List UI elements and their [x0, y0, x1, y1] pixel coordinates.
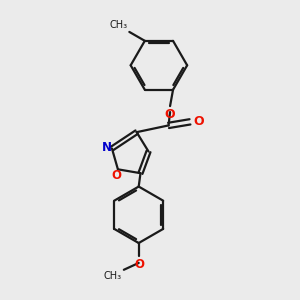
Text: O: O — [111, 169, 122, 182]
Text: O: O — [193, 115, 204, 128]
Text: O: O — [164, 108, 175, 121]
Text: N: N — [102, 141, 112, 154]
Text: CH₃: CH₃ — [103, 271, 122, 281]
Text: CH₃: CH₃ — [110, 20, 128, 30]
Text: O: O — [134, 258, 144, 271]
